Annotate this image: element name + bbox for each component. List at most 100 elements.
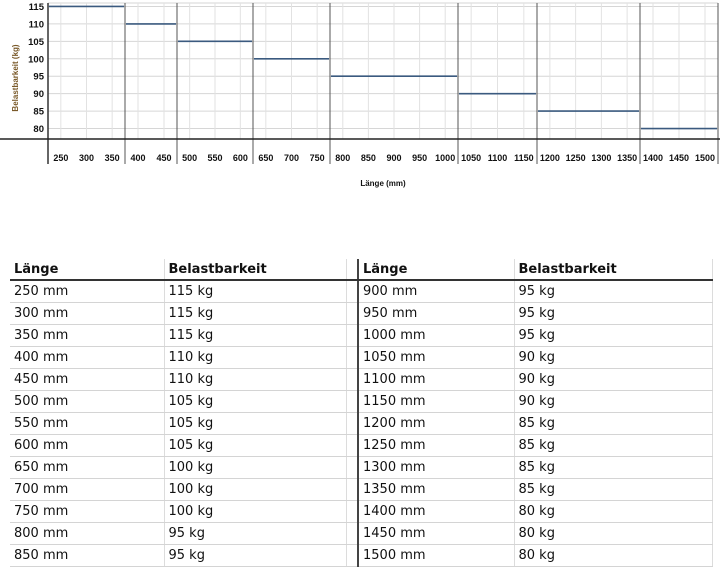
x-tick-label: 1400 (643, 153, 663, 163)
length-cell: 1500 mm (358, 544, 515, 567)
length-cell: 1350 mm (358, 478, 515, 501)
column-separator (346, 346, 359, 369)
column-separator (346, 259, 359, 281)
length-cell: 500 mm (10, 390, 165, 413)
capacity-cell: 80 kg (514, 500, 713, 523)
x-tick-label: 1150 (514, 153, 534, 163)
length-cell: 1000 mm (358, 324, 515, 347)
x-tick-label: 800 (335, 153, 350, 163)
x-tick-label: 850 (361, 153, 376, 163)
length-cell: 1100 mm (358, 368, 515, 391)
column-separator (346, 412, 359, 435)
length-cell: 1250 mm (358, 434, 515, 457)
length-cell: 900 mm (358, 280, 515, 303)
y-tick-label: 105 (28, 37, 45, 48)
capacity-cell: 90 kg (514, 368, 713, 391)
length-cell: 800 mm (10, 522, 165, 545)
length-cell: 400 mm (10, 346, 165, 369)
y-tick-label: 100 (28, 54, 44, 65)
y-tick-label: 85 (33, 107, 44, 118)
y-tick-label: 90 (33, 89, 44, 100)
chart-grid (0, 2, 720, 164)
length-cell: 350 mm (10, 324, 165, 347)
capacity-cell: 85 kg (514, 478, 713, 501)
header-capacity-right: Belastbarkeit (514, 259, 713, 281)
table-row: 350 mm 115 kg 1000 mm 95 kg (10, 324, 713, 347)
table-row: 650 mm 100 kg 1300 mm 85 kg (10, 456, 713, 479)
length-cell: 600 mm (10, 434, 165, 457)
x-tick-label: 1500 (695, 153, 715, 163)
capacity-cell: 105 kg (164, 390, 347, 413)
header-capacity-left: Belastbarkeit (164, 259, 347, 281)
load-capacity-table-wrap: Länge Belastbarkeit Länge Belastbarkeit … (10, 259, 713, 567)
length-cell: 450 mm (10, 368, 165, 391)
x-tick-label: 900 (386, 153, 401, 163)
capacity-cell: 115 kg (164, 302, 347, 325)
table-row: 700 mm 100 kg 1350 mm 85 kg (10, 478, 713, 501)
length-cell: 1200 mm (358, 412, 515, 435)
column-separator (346, 280, 359, 303)
x-tick-label: 1450 (669, 153, 689, 163)
length-cell: 1150 mm (358, 390, 515, 413)
table-row: 550 mm 105 kg 1200 mm 85 kg (10, 412, 713, 435)
capacity-cell: 100 kg (164, 500, 347, 523)
x-tick-label: 250 (53, 153, 68, 163)
length-cell: 250 mm (10, 280, 165, 303)
y-axis-ticks: 115 110 105 100 95 90 85 80 (28, 2, 45, 135)
length-cell: 650 mm (10, 456, 165, 479)
x-tick-label: 550 (207, 153, 222, 163)
load-capacity-table: Länge Belastbarkeit Länge Belastbarkeit … (10, 259, 713, 567)
capacity-cell: 95 kg (164, 544, 347, 567)
x-tick-label: 500 (182, 153, 197, 163)
table-row: 600 mm 105 kg 1250 mm 85 kg (10, 434, 713, 457)
column-separator (346, 478, 359, 501)
y-tick-label: 80 (33, 124, 44, 135)
x-tick-label: 1250 (566, 153, 586, 163)
capacity-cell: 90 kg (514, 390, 713, 413)
table-row: 250 mm 115 kg 900 mm 95 kg (10, 280, 713, 303)
capacity-cell: 95 kg (514, 324, 713, 347)
capacity-cell: 100 kg (164, 456, 347, 479)
column-separator (346, 324, 359, 347)
column-separator (346, 522, 359, 545)
column-separator (346, 500, 359, 523)
table-row: 450 mm 110 kg 1100 mm 90 kg (10, 368, 713, 391)
column-separator (346, 544, 359, 567)
capacity-cell: 85 kg (514, 434, 713, 457)
x-tick-label: 650 (258, 153, 273, 163)
y-tick-label: 115 (29, 2, 45, 13)
header-length-right: Länge (358, 259, 515, 281)
table-row: 750 mm 100 kg 1400 mm 80 kg (10, 500, 713, 523)
x-tick-label: 1200 (540, 153, 560, 163)
y-axis-title: Belastbarkeit (kg) (11, 44, 20, 111)
capacity-cell: 95 kg (514, 280, 713, 303)
x-tick-label: 350 (105, 153, 120, 163)
chart-steps (49, 5, 717, 130)
table-header-row: Länge Belastbarkeit Länge Belastbarkeit (10, 259, 713, 281)
table-row: 800 mm 95 kg 1450 mm 80 kg (10, 522, 713, 545)
column-separator (346, 390, 359, 413)
length-cell: 850 mm (10, 544, 165, 567)
table-row: 500 mm 105 kg 1150 mm 90 kg (10, 390, 713, 413)
capacity-cell: 80 kg (514, 544, 713, 567)
x-tick-label: 1100 (488, 153, 508, 163)
header-length-left: Länge (10, 259, 165, 281)
capacity-cell: 110 kg (164, 346, 347, 369)
capacity-cell: 85 kg (514, 456, 713, 479)
y-tick-label: 110 (29, 19, 44, 30)
column-separator (346, 368, 359, 391)
x-tick-label: 450 (156, 153, 171, 163)
x-tick-label: 600 (233, 153, 248, 163)
y-tick-label: 95 (33, 72, 44, 83)
column-separator (346, 434, 359, 457)
length-cell: 750 mm (10, 500, 165, 523)
column-separator (346, 302, 359, 325)
x-tick-label: 750 (310, 153, 325, 163)
length-cell: 1300 mm (358, 456, 515, 479)
capacity-cell: 95 kg (514, 302, 713, 325)
length-cell: 1450 mm (358, 522, 515, 545)
x-tick-label: 300 (79, 153, 94, 163)
x-axis-ticks: 250 300 350 400 450 500 550 600 650 700 750 800 850 9… (53, 153, 715, 163)
x-tick-label: 1300 (591, 153, 611, 163)
capacity-cell: 85 kg (514, 412, 713, 435)
